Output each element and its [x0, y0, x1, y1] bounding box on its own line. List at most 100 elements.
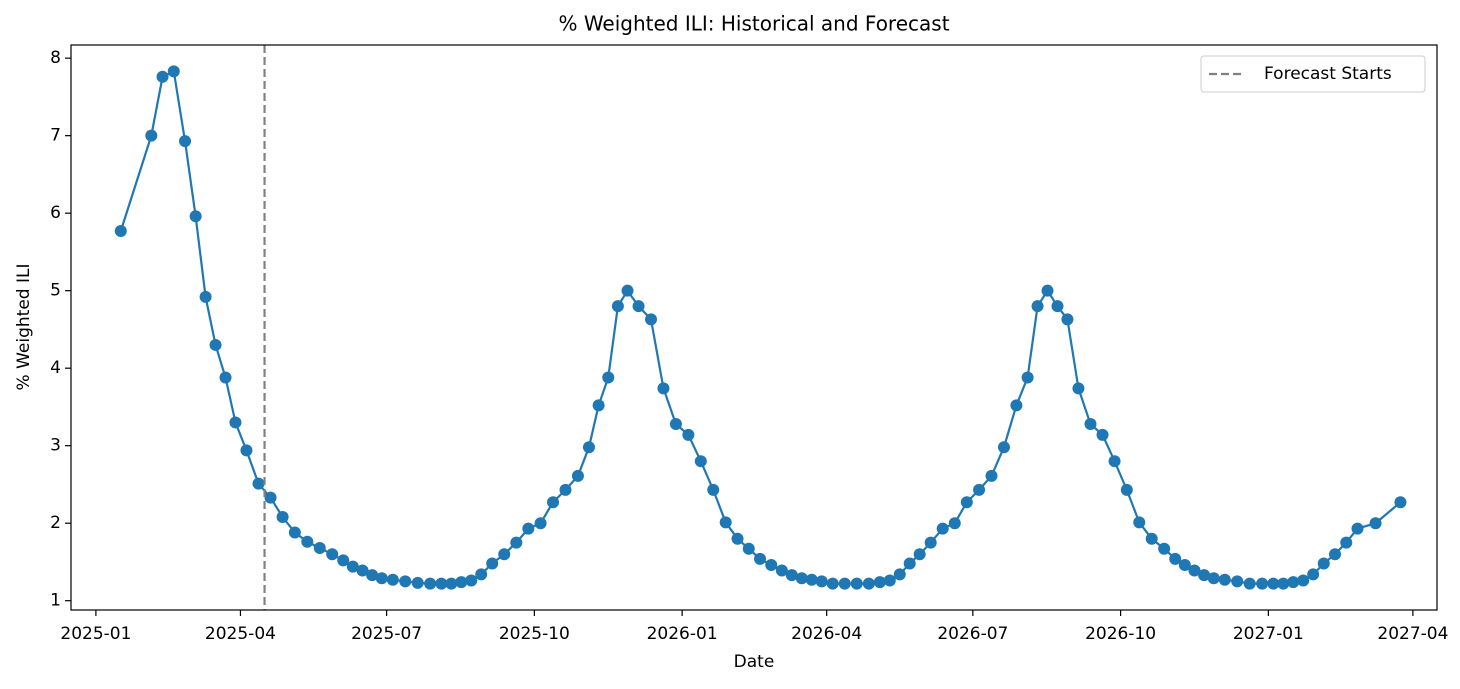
data-point	[465, 574, 478, 587]
data-point	[731, 532, 744, 545]
data-point	[386, 573, 399, 586]
data-point	[1307, 568, 1320, 581]
data-point	[883, 574, 896, 587]
data-point	[997, 441, 1010, 454]
y-axis-label: % Weighted ILI	[14, 264, 34, 391]
x-tick-label: 2026-07	[937, 624, 1008, 644]
y-tick-label: 3	[50, 436, 61, 456]
data-point	[411, 576, 424, 589]
data-point	[276, 510, 289, 523]
data-point	[366, 569, 379, 582]
data-point	[1394, 496, 1407, 509]
y-tick-label: 1	[50, 591, 61, 611]
data-point	[1277, 577, 1290, 590]
data-point	[775, 564, 788, 577]
chart-title: % Weighted ILI: Historical and Forecast	[558, 12, 949, 36]
data-point	[1084, 417, 1097, 430]
data-point	[1120, 483, 1133, 496]
data-point	[765, 559, 778, 572]
y-tick-label: 2	[50, 513, 61, 533]
y-tick-label: 4	[50, 358, 61, 378]
data-point	[559, 483, 572, 496]
y-tick-label: 8	[50, 48, 61, 68]
data-point	[522, 522, 535, 535]
data-point	[1297, 574, 1310, 587]
data-point	[498, 548, 511, 561]
data-point	[936, 522, 949, 535]
data-point	[1169, 552, 1182, 565]
data-point	[326, 548, 339, 561]
plot-frame	[70, 44, 1438, 611]
data-point	[1231, 575, 1244, 588]
data-point	[1072, 382, 1085, 395]
data-point	[455, 576, 468, 589]
data-point	[657, 382, 670, 395]
data-point	[209, 338, 222, 351]
data-point	[1218, 573, 1231, 586]
data-point	[754, 552, 767, 565]
data-point	[240, 444, 253, 457]
data-point	[582, 441, 595, 454]
data-point	[1351, 522, 1364, 535]
data-point	[219, 371, 232, 384]
data-point	[534, 517, 547, 530]
x-tick-label: 2025-04	[205, 624, 276, 644]
data-point	[948, 517, 961, 530]
data-point	[924, 536, 937, 549]
data-point	[1287, 576, 1300, 589]
data-point	[1329, 548, 1342, 561]
data-point	[264, 491, 277, 504]
data-point	[838, 577, 851, 590]
data-point	[1051, 300, 1064, 313]
data-point	[301, 535, 314, 548]
legend-box	[1200, 55, 1426, 93]
data-point	[795, 572, 808, 585]
data-point	[805, 573, 818, 586]
data-point	[1188, 564, 1201, 577]
data-point	[1133, 516, 1146, 529]
data-point	[1317, 557, 1330, 570]
data-point	[1267, 577, 1280, 590]
data-point	[719, 516, 732, 529]
data-point	[645, 313, 658, 326]
data-point	[694, 455, 707, 468]
data-point	[189, 210, 202, 223]
data-point	[424, 577, 437, 590]
x-tick-label: 2025-07	[351, 624, 422, 644]
data-point	[337, 554, 350, 567]
data-point	[547, 496, 560, 509]
data-point	[571, 469, 584, 482]
data-point	[592, 399, 605, 412]
data-point	[742, 542, 755, 555]
data-point	[1243, 577, 1256, 590]
data-point	[611, 300, 624, 313]
data-point	[1031, 300, 1044, 313]
data-point	[632, 300, 645, 313]
data-point	[288, 526, 301, 539]
data-point	[873, 576, 886, 589]
data-point	[826, 577, 839, 590]
data-point	[199, 290, 212, 303]
data-point	[913, 548, 926, 561]
data-point	[785, 569, 798, 582]
data-point	[229, 416, 242, 429]
data-point	[1207, 572, 1220, 585]
data-point	[707, 483, 720, 496]
data-point	[1096, 428, 1109, 441]
data-point	[167, 65, 180, 78]
x-axis-label: Date	[734, 652, 775, 672]
data-point	[252, 477, 265, 490]
data-point	[893, 568, 906, 581]
data-point	[145, 129, 158, 142]
data-point	[1021, 371, 1034, 384]
data-point	[179, 135, 192, 148]
data-point	[903, 557, 916, 570]
data-point	[156, 70, 169, 83]
data-point	[114, 225, 127, 238]
data-point	[375, 572, 388, 585]
x-tick-label: 2027-04	[1377, 624, 1448, 644]
x-tick-label: 2025-01	[60, 624, 131, 644]
data-point	[399, 575, 412, 588]
data-point	[985, 469, 998, 482]
